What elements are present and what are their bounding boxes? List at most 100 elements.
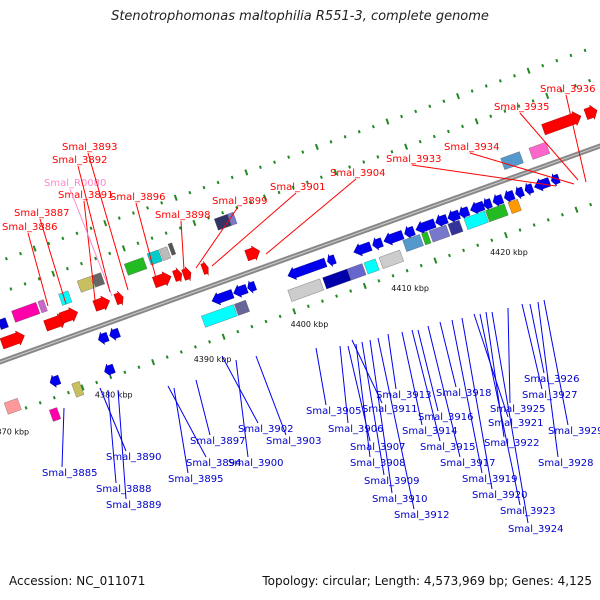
reverse-label-leader — [417, 329, 439, 412]
guide-dot — [419, 263, 423, 268]
guide-dot — [103, 219, 108, 227]
guide-dot — [150, 236, 154, 240]
forward-label-leader — [27, 232, 49, 307]
reverse-label-leader — [461, 317, 493, 490]
forward-gene-arrow — [0, 330, 25, 350]
guide-dot — [287, 155, 291, 159]
reverse-gene-label: Smal_3928 — [538, 458, 593, 469]
guide-dot — [80, 261, 83, 266]
guide-dot — [207, 216, 210, 220]
reverse-gene-arrow — [515, 185, 525, 200]
scale-tick-label: 4370 kbp — [0, 428, 29, 437]
reverse-label-leader — [521, 303, 543, 390]
guide-dot — [498, 79, 502, 83]
forward-gene-label: Smal_3934 — [444, 142, 499, 153]
forward-gene-arrow — [58, 307, 78, 324]
forward-gene-label: Smal_3904 — [330, 168, 385, 179]
reverse-label-leader — [537, 301, 559, 458]
category-box — [0, 317, 9, 330]
guide-dot — [262, 194, 267, 201]
guide-dot — [165, 355, 169, 359]
guide-dot — [292, 308, 297, 315]
reverse-gene-label: Smal_3908 — [350, 458, 405, 469]
guide-dot — [66, 390, 70, 395]
scale-tick-label: 4420 kbp — [490, 248, 528, 257]
guide-dot — [32, 245, 37, 252]
guide-dot — [391, 274, 395, 278]
category-box — [146, 249, 163, 266]
guide-dot — [385, 118, 390, 125]
guide-dot — [121, 245, 126, 252]
guide-dot — [51, 270, 56, 277]
guide-dot — [377, 279, 381, 283]
guide-dot — [258, 165, 262, 170]
guide-dot — [588, 78, 592, 83]
guide-dot — [301, 150, 305, 154]
category-box — [3, 398, 22, 415]
reverse-label-leader — [427, 325, 461, 458]
scale-tick-label: 4380 kbp — [95, 390, 133, 399]
guide-dot — [277, 190, 281, 195]
forward-gene-label: Smal_3935 — [494, 102, 549, 113]
reverse-label-leader — [377, 337, 415, 510]
category-box — [37, 299, 48, 314]
reverse-gene-label: Smal_3915 — [420, 442, 475, 453]
guide-dot — [518, 228, 522, 232]
guide-dot — [151, 358, 156, 366]
forward-gene-arrow — [541, 111, 582, 136]
guide-dot — [24, 406, 28, 410]
reverse-gene-label: Smal_3889 — [106, 500, 161, 511]
guide-row-outer-top — [4, 48, 587, 261]
reverse-label-leader — [529, 303, 545, 374]
guide-dot — [291, 185, 295, 190]
forward-gene-label: Smal_3887 — [14, 208, 69, 219]
forward-gene-arrow — [181, 266, 192, 281]
guide-dot — [583, 48, 587, 53]
guide-dot — [456, 92, 460, 100]
guide-dot — [428, 104, 432, 109]
reverse-gene-label: Smal_3914 — [402, 426, 457, 437]
guide-dot — [216, 180, 220, 185]
reverse-gene-arrow — [551, 172, 561, 187]
guide-dot — [541, 63, 545, 68]
guide-dot — [569, 53, 573, 58]
category-box — [346, 263, 367, 281]
forward-label-leader — [87, 152, 129, 291]
reverse-gene-label: Smal_3894 — [186, 458, 241, 469]
reverse-label-leader — [117, 389, 127, 500]
category-box — [234, 299, 250, 316]
guide-dot — [208, 340, 212, 344]
reverse-gene-arrow — [483, 197, 493, 212]
guide-dot — [314, 143, 319, 151]
reverse-label-leader — [61, 407, 65, 468]
forward-gene-arrow — [244, 245, 260, 262]
forward-gene-arrow — [92, 295, 110, 312]
guide-dot — [131, 211, 135, 215]
reverse-gene-label: Smal_3888 — [96, 484, 151, 495]
reverse-label-leader — [491, 311, 529, 524]
guide-dot — [108, 251, 112, 256]
guide-dot — [23, 282, 27, 286]
guide-dot — [95, 380, 99, 385]
guide-dot — [4, 256, 8, 261]
category-box — [11, 302, 41, 323]
reverse-gene-label: Smal_3924 — [508, 524, 563, 535]
guide-dot — [321, 299, 324, 303]
guide-dot — [273, 160, 276, 164]
guide-dot — [179, 350, 183, 354]
guide-dot — [400, 114, 404, 119]
forward-label-leader — [135, 202, 157, 279]
reverse-label-leader — [507, 307, 511, 404]
guide-dot — [404, 143, 409, 150]
guide-dot — [349, 289, 353, 293]
reverse-gene-arrow — [458, 205, 471, 220]
reverse-gene-label: Smal_3900 — [228, 458, 283, 469]
guide-dot — [123, 370, 127, 375]
reverse-gene-arrow — [404, 225, 416, 240]
guide-dot — [160, 201, 164, 205]
reverse-label-leader — [543, 299, 569, 426]
reverse-gene-arrow — [49, 374, 62, 388]
guide-dot — [333, 168, 338, 176]
guide-dot — [405, 268, 409, 273]
forward-gene-label: Smal_3901 — [270, 182, 325, 193]
